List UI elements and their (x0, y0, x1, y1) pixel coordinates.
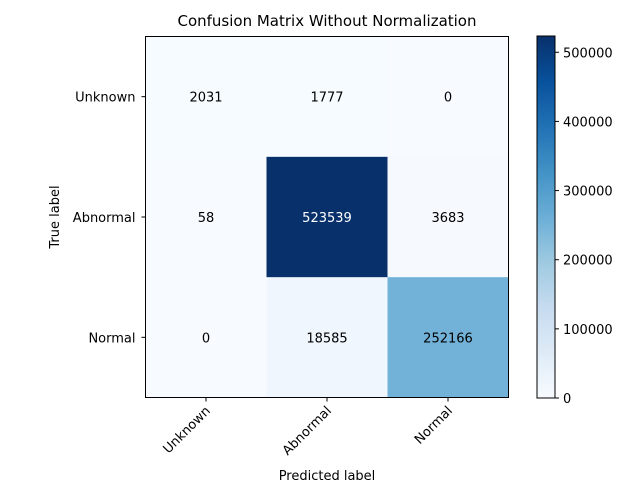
cell-value-label: 0 (202, 331, 210, 346)
heatmap-cell (145, 36, 267, 158)
colorbar-tick-label: 200000 (563, 254, 613, 269)
colorbar-tick-label: 500000 (563, 46, 613, 61)
cell-value-label: 1777 (310, 91, 343, 106)
colorbar-tick-label: 300000 (563, 185, 613, 200)
x-tick-label: Unknown (161, 404, 214, 457)
heatmap-cell (145, 156, 267, 278)
x-tick-label: Normal (412, 404, 456, 448)
heatmap-cell (387, 36, 509, 158)
heatmap-cells: 2031 1777 0 58 523539 3683 0 18585 252166 (145, 36, 509, 398)
y-tick-label: Normal (88, 331, 135, 346)
cell-value-label: 0 (444, 91, 452, 106)
y-tick-label: Unknown (75, 91, 135, 106)
cell-value-label: 2031 (189, 91, 222, 106)
colorbar-ticks: 0 100000 200000 300000 400000 500000 (555, 46, 613, 407)
heatmap-cell (266, 156, 388, 278)
y-axis-label: True label (48, 185, 63, 249)
heatmap-cell (387, 277, 509, 398)
colorbar-tick-label: 0 (563, 392, 571, 407)
chart-title: Confusion Matrix Without Normalization (177, 12, 476, 30)
cell-value-label: 523539 (302, 211, 352, 226)
cell-value-label: 3683 (431, 211, 464, 226)
heatmap-cell (145, 277, 267, 398)
x-tick-label: Abnormal (280, 404, 335, 459)
cell-value-label: 58 (198, 211, 215, 226)
colorbar-tick-label: 100000 (563, 323, 613, 338)
cell-value-label: 252166 (423, 331, 473, 346)
colorbar-tick-label: 400000 (563, 115, 613, 130)
x-axis-label: Predicted label (279, 469, 376, 480)
colorbar (536, 35, 556, 399)
y-tick-label: Abnormal (73, 211, 136, 226)
heatmap-cell (387, 156, 509, 278)
heatmap-cell (266, 36, 388, 158)
heatmap-cell (266, 277, 388, 398)
x-axis-ticks: Unknown Abnormal Normal (161, 397, 456, 459)
cell-value-label: 18585 (306, 331, 347, 346)
y-axis-ticks: Unknown Abnormal Normal (73, 91, 146, 346)
